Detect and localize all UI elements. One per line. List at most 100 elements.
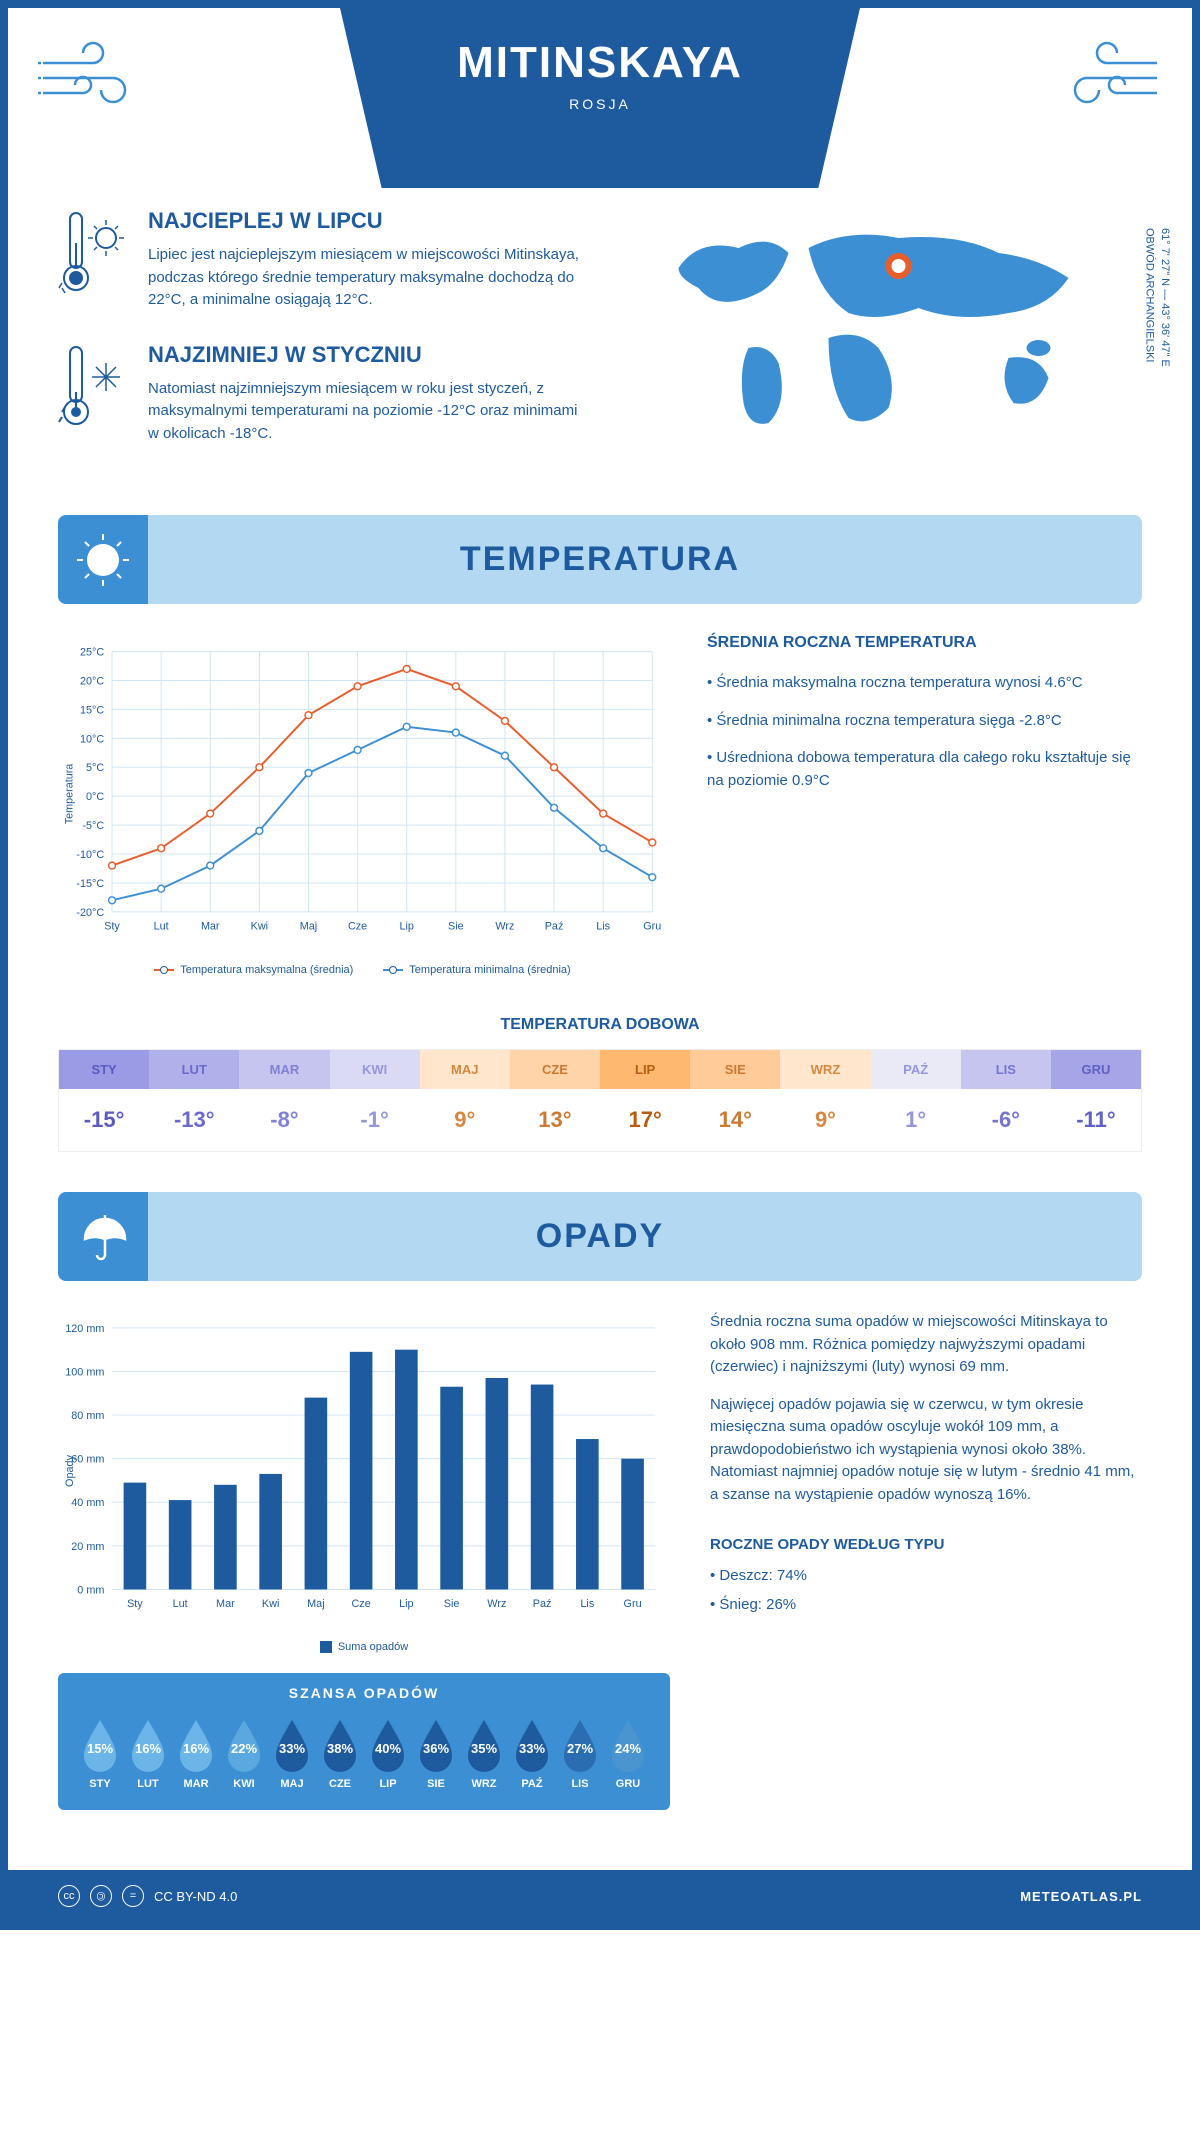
rain-chance-drop: 27%LIS — [558, 1716, 602, 1790]
svg-text:0°C: 0°C — [86, 791, 104, 803]
svg-text:Temperatura: Temperatura — [64, 764, 76, 825]
sun-icon — [58, 515, 148, 604]
svg-text:Lut: Lut — [173, 1598, 188, 1610]
rain-chance-drop: 35%WRZ — [462, 1716, 506, 1790]
temp-cell: KWI-1° — [330, 1050, 420, 1151]
thermometer-sun-icon — [58, 208, 128, 312]
rain-chance-drop: 38%CZE — [318, 1716, 362, 1790]
page-title: MITINSKAYA — [420, 38, 780, 88]
svg-text:Opady: Opady — [64, 1454, 76, 1487]
rainfall-heading: OPADY — [88, 1217, 1112, 1256]
temp-cell: GRU-11° — [1051, 1050, 1141, 1151]
svg-text:Wrz: Wrz — [495, 921, 514, 933]
svg-text:Lis: Lis — [596, 921, 610, 933]
rainfall-stats: Średnia roczna suma opadów w miejscowośc… — [710, 1311, 1142, 1810]
temp-cell: MAR-8° — [239, 1050, 329, 1151]
temperature-line-chart: -20°C -15°C -10°C -5°C 0°C 5°C 10°C 15°C 20°C 25°… — [58, 634, 667, 954]
stat-item: • Deszcz: 74% — [710, 1565, 1142, 1588]
svg-text:Lut: Lut — [154, 921, 169, 933]
svg-text:Maj: Maj — [300, 921, 317, 933]
header: MITINSKAYA ROSJA — [8, 8, 1192, 188]
rain-chance-drop: 16%MAR — [174, 1716, 218, 1790]
rain-chance-drop: 22%KWI — [222, 1716, 266, 1790]
temp-cell: CZE13° — [510, 1050, 600, 1151]
svg-text:Paź: Paź — [545, 921, 564, 933]
coordinates: 61° 7' 27" N — 43° 36' 47" E OBWÓD ARCHA… — [1141, 228, 1172, 367]
svg-text:Maj: Maj — [307, 1598, 324, 1610]
temp-cell: LIS-6° — [961, 1050, 1051, 1151]
temperature-heading: TEMPERATURA — [88, 540, 1112, 579]
svg-text:10°C: 10°C — [80, 733, 104, 745]
cold-title: NAJZIMNIEJ W STYCZNIU — [148, 342, 585, 368]
rain-chance-drop: 24%GRU — [606, 1716, 650, 1790]
svg-text:120 mm: 120 mm — [65, 1323, 104, 1335]
svg-text:15°C: 15°C — [80, 704, 104, 716]
svg-text:Kwi: Kwi — [262, 1598, 279, 1610]
svg-text:Lip: Lip — [399, 1598, 413, 1610]
svg-text:Cze: Cze — [348, 921, 367, 933]
rain-chance-drop: 33%PAŹ — [510, 1716, 554, 1790]
svg-text:Wrz: Wrz — [487, 1598, 506, 1610]
svg-text:60 mm: 60 mm — [71, 1454, 104, 1466]
svg-text:Sie: Sie — [444, 1598, 460, 1610]
wind-icon — [38, 38, 148, 123]
svg-text:5°C: 5°C — [86, 762, 104, 774]
temperature-stats: ŚREDNIA ROCZNA TEMPERATURA • Średnia mak… — [707, 634, 1142, 976]
svg-text:Sty: Sty — [127, 1598, 143, 1610]
warm-text: Lipiec jest najcieplejszym miesiącem w m… — [148, 244, 585, 312]
rain-chance-drop: 15%STY — [78, 1716, 122, 1790]
rainfall-bar-chart: 0 mm 20 mm 40 mm 60 mm 80 mm 100 mm 120 mm Sty L… — [58, 1311, 670, 1631]
site-name: METEOATLAS.PL — [1020, 1889, 1142, 1904]
daily-temperature-grid: STY-15°LUT-13°MAR-8°KWI-1°MAJ9°CZE13°LIP… — [58, 1049, 1142, 1152]
svg-text:Mar: Mar — [201, 921, 220, 933]
thermometer-snow-icon — [58, 342, 128, 446]
svg-text:Sty: Sty — [104, 921, 120, 933]
svg-text:-15°C: -15°C — [76, 878, 104, 890]
nd-icon: = — [122, 1885, 144, 1907]
cold-info: NAJZIMNIEJ W STYCZNIU Natomiast najzimni… — [58, 342, 585, 446]
stat-item: • Średnia maksymalna roczna temperatura … — [707, 672, 1142, 695]
svg-text:Gru: Gru — [643, 921, 661, 933]
svg-text:Gru: Gru — [624, 1598, 642, 1610]
svg-text:20°C: 20°C — [80, 675, 104, 687]
svg-text:0 mm: 0 mm — [77, 1584, 104, 1596]
warm-info: NAJCIEPLEJ W LIPCU Lipiec jest najcieple… — [58, 208, 585, 312]
svg-text:20 mm: 20 mm — [71, 1541, 104, 1553]
stat-item: • Śnieg: 26% — [710, 1594, 1142, 1617]
svg-text:Mar: Mar — [216, 1598, 235, 1610]
cold-text: Natomiast najzimniejszym miesiącem w rok… — [148, 378, 585, 446]
wind-icon — [1052, 38, 1162, 123]
rain-chance-panel: SZANSA OPADÓW 15%STY16%LUT16%MAR22%KWI33… — [58, 1673, 670, 1810]
rain-chance-drop: 33%MAJ — [270, 1716, 314, 1790]
rainfall-section-header: OPADY — [58, 1192, 1142, 1281]
svg-text:Lip: Lip — [399, 921, 413, 933]
svg-text:100 mm: 100 mm — [65, 1366, 104, 1378]
footer: cc 🄯 = CC BY-ND 4.0 METEOATLAS.PL — [8, 1870, 1192, 1922]
svg-text:Sie: Sie — [448, 921, 464, 933]
temp-cell: STY-15° — [59, 1050, 149, 1151]
svg-text:80 mm: 80 mm — [71, 1410, 104, 1422]
svg-text:Kwi: Kwi — [251, 921, 268, 933]
temp-cell: LIP17° — [600, 1050, 690, 1151]
rainfall-legend: Suma opadów — [58, 1641, 670, 1653]
rain-chance-drop: 36%SIE — [414, 1716, 458, 1790]
svg-text:-5°C: -5°C — [82, 820, 104, 832]
rain-chance-drop: 16%LUT — [126, 1716, 170, 1790]
page-subtitle: ROSJA — [420, 96, 780, 112]
umbrella-icon — [58, 1192, 148, 1281]
temp-cell: MAJ9° — [420, 1050, 510, 1151]
svg-text:-20°C: -20°C — [76, 907, 104, 919]
svg-text:40 mm: 40 mm — [71, 1497, 104, 1509]
temp-cell: LUT-13° — [149, 1050, 239, 1151]
temp-cell: SIE14° — [690, 1050, 780, 1151]
temp-cell: WRZ9° — [780, 1050, 870, 1151]
svg-text:Paź: Paź — [533, 1598, 552, 1610]
by-icon: 🄯 — [90, 1885, 112, 1907]
temp-cell: PAŹ1° — [871, 1050, 961, 1151]
daily-temp-title: TEMPERATURA DOBOWA — [58, 1016, 1142, 1034]
svg-text:25°C: 25°C — [80, 647, 104, 659]
license-text: CC BY-ND 4.0 — [154, 1889, 237, 1904]
svg-text:-10°C: -10°C — [76, 849, 104, 861]
rain-chance-drop: 40%LIP — [366, 1716, 410, 1790]
temperature-section-header: TEMPERATURA — [58, 515, 1142, 604]
